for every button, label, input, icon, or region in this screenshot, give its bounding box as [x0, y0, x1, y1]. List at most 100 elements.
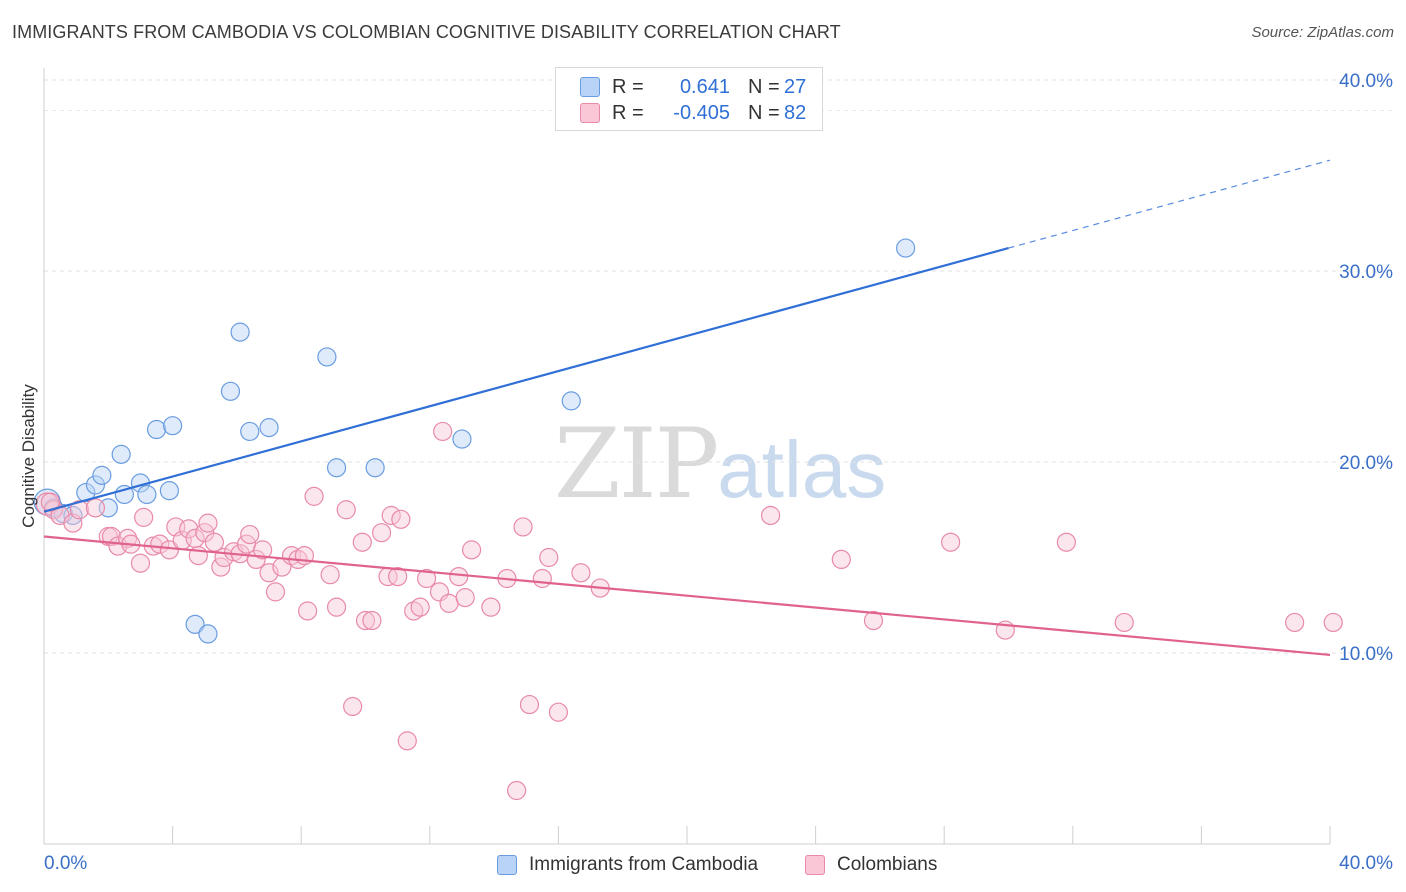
colombian-point — [941, 532, 961, 552]
correlation-legend: R = 0.641 N = 27 R = -0.405 N = 82 — [555, 67, 823, 131]
series-0 — [33, 238, 916, 644]
legend-row-colombians: R = -0.405 N = 82 — [580, 101, 806, 125]
cambodia-point — [317, 347, 337, 367]
colombian-point — [198, 513, 218, 533]
legend-r-label: R = — [612, 101, 644, 124]
colombian-point — [539, 547, 559, 568]
legend-swatch-cambodia — [497, 855, 517, 875]
colombian-point — [571, 563, 591, 583]
cambodia-point — [259, 418, 279, 438]
y-tick-label: 10.0% — [1339, 644, 1393, 665]
legend-r-label: R = — [612, 75, 644, 98]
colombian-point — [461, 540, 482, 560]
legend-swatch-cambodia — [580, 77, 600, 97]
colombian-point — [831, 549, 851, 570]
colombian-point — [130, 553, 151, 573]
colombian-point — [40, 492, 61, 512]
colombian-point — [507, 780, 527, 801]
legend-item-colombians[interactable]: Colombians — [805, 852, 937, 878]
cambodia-point — [365, 458, 385, 478]
legend-r-value: -0.405 — [673, 101, 730, 124]
cambodia-point — [185, 614, 205, 634]
cambodia-point — [220, 381, 241, 401]
colombian-point — [1285, 612, 1305, 633]
cambodia-point — [163, 416, 183, 436]
colombian-point — [179, 519, 199, 539]
cambodia-point — [240, 421, 260, 442]
cambodia-point — [230, 322, 250, 342]
colombian-point — [355, 610, 376, 631]
cambodia-point — [561, 391, 581, 411]
colombian-point — [343, 696, 363, 717]
cambodia-point — [76, 482, 96, 503]
colombian-point — [253, 540, 273, 560]
colombian-point — [532, 568, 552, 589]
series-layer — [33, 238, 1343, 801]
legend-n-value: 27 — [784, 75, 807, 98]
colombian-point — [320, 565, 340, 585]
colombian-point — [760, 505, 781, 526]
cambodia-point — [326, 458, 347, 478]
colombian-point — [439, 593, 459, 613]
colombian-point — [85, 498, 106, 518]
trend-line-colombians — [43, 535, 1331, 657]
colombian-point — [352, 532, 372, 552]
trend-layer — [43, 159, 1331, 657]
colombian-point — [1056, 532, 1076, 552]
cambodia-point — [85, 475, 106, 495]
cambodia-point — [111, 444, 131, 464]
y-tick-label: 40.0% — [1339, 71, 1393, 92]
colombian-point — [134, 507, 154, 527]
watermark-atlas: atlas — [717, 425, 887, 514]
colombian-point — [1323, 612, 1343, 633]
cambodia-point — [137, 484, 157, 505]
colombian-point — [240, 524, 260, 545]
colombian-point — [548, 702, 569, 722]
cambodia-point — [452, 429, 472, 449]
tick-labels: 10.0% 20.0% 30.0% 40.0% 0.0% 40.0% — [44, 71, 1393, 874]
legend-item-cambodia[interactable]: Immigrants from Cambodia — [497, 852, 758, 878]
watermark: ZIPatlas — [554, 408, 886, 520]
colombian-point — [433, 421, 453, 442]
colombian-point — [397, 731, 417, 751]
colombian-point — [449, 566, 469, 587]
colombian-point — [513, 517, 533, 537]
colombian-point — [336, 500, 356, 520]
colombian-point — [69, 500, 89, 520]
series-legend: Immigrants from Cambodia Colombians — [0, 852, 1406, 878]
colombian-point — [265, 582, 286, 602]
colombian-point — [1114, 612, 1134, 633]
colombian-point — [416, 568, 437, 589]
colombian-point — [455, 588, 475, 608]
colombian-point — [362, 610, 382, 631]
colombian-point — [101, 526, 122, 547]
colombian-point — [304, 486, 324, 506]
colombian-point — [381, 505, 401, 526]
colombian-point — [410, 597, 430, 617]
y-tick-label: 30.0% — [1339, 262, 1393, 283]
legend-swatch-colombians — [805, 855, 825, 875]
colombian-point — [388, 566, 408, 587]
trend-line-cambodia — [43, 247, 1009, 513]
legend-label-cambodia: Immigrants from Cambodia — [529, 854, 759, 875]
watermark-zip: ZIP — [554, 408, 719, 520]
series-1 — [35, 421, 1343, 801]
colombian-point — [391, 509, 411, 529]
cambodia-point — [159, 481, 179, 501]
colombian-point — [371, 523, 392, 543]
colombian-point — [481, 597, 501, 617]
chart-title: IMMIGRANTS FROM CAMBODIA VS COLOMBIAN CO… — [12, 22, 841, 42]
legend-n-label: N = — [748, 101, 780, 124]
colombian-point — [298, 601, 318, 621]
x-tick-label: 0.0% — [44, 853, 87, 874]
legend-row-cambodia: R = 0.641 N = 27 — [580, 75, 806, 99]
cambodia-point — [896, 238, 916, 258]
source-label: Source: ZipAtlas.com — [1251, 24, 1394, 41]
y-axis-label: Cognitive Disability — [19, 384, 38, 528]
cambodia-point — [146, 419, 167, 440]
grid-lines — [44, 79, 1394, 654]
x-tick-label: 40.0% — [1339, 853, 1393, 874]
cambodia-point — [92, 465, 112, 485]
colombian-point — [326, 597, 347, 617]
